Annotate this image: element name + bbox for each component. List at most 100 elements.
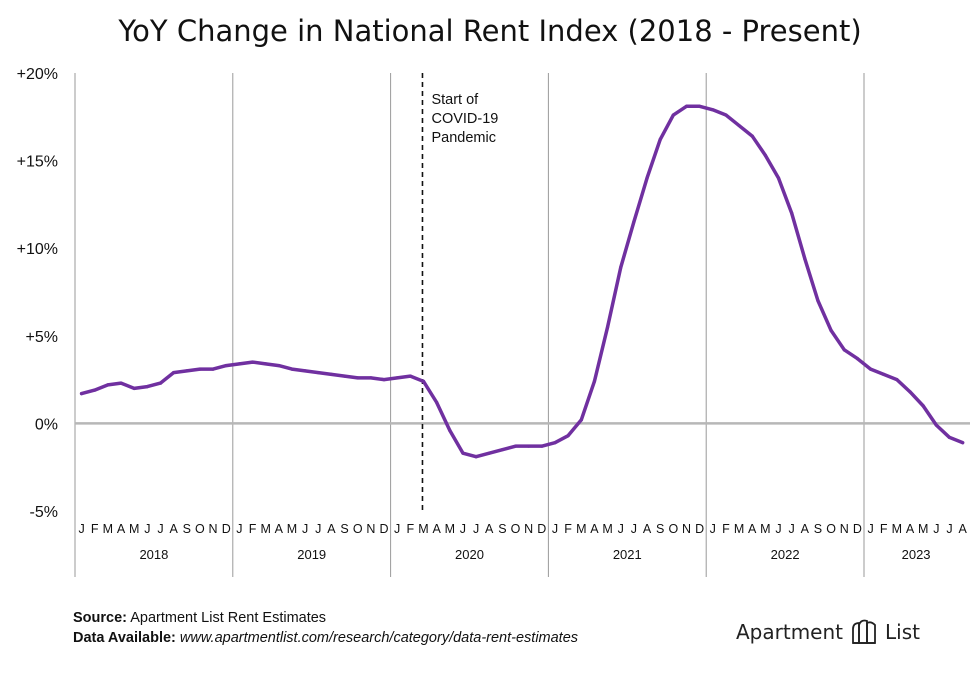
month-tick-label: M	[418, 522, 428, 536]
data-point	[658, 137, 662, 142]
month-tick-label: A	[485, 522, 494, 536]
data-point	[947, 435, 952, 440]
data-point	[250, 360, 255, 364]
year-label: 2023	[902, 547, 931, 562]
data-point	[908, 390, 912, 394]
month-tick-label: N	[209, 522, 218, 536]
annotation-text: Pandemic	[431, 130, 495, 146]
data-point	[540, 444, 544, 448]
month-tick-label: O	[668, 522, 678, 536]
month-tick-label: A	[801, 522, 810, 536]
data-point	[303, 369, 307, 373]
month-tick-label: N	[524, 522, 533, 536]
data-point	[408, 374, 412, 378]
data-point	[342, 374, 347, 378]
month-tick-label: S	[340, 522, 348, 536]
data-point	[816, 299, 820, 303]
month-tick-label: J	[236, 522, 242, 536]
month-tick-label: J	[552, 522, 558, 536]
y-tick-label: 0%	[35, 416, 58, 433]
month-tick-label: A	[327, 522, 336, 536]
y-tick-label: +10%	[17, 241, 58, 258]
data-point	[737, 123, 741, 128]
month-tick-label: J	[789, 522, 795, 536]
data-point	[106, 383, 110, 387]
annotation-text: COVID-19	[431, 111, 498, 127]
month-tick-label: N	[682, 522, 691, 536]
month-tick-label: J	[460, 522, 466, 536]
month-tick-label: A	[590, 522, 599, 536]
month-tick-label: M	[760, 522, 770, 536]
month-tick-label: J	[867, 522, 873, 536]
data-point	[895, 378, 899, 382]
month-tick-label: S	[656, 522, 664, 536]
month-tick-label: J	[946, 522, 952, 536]
data-available-line: Data Available: www.apartmentlist.com/re…	[73, 630, 578, 646]
apartment-list-logo: Apartment List	[736, 617, 920, 647]
month-tick-label: M	[734, 522, 744, 536]
source-text: Apartment List Rent Estimates	[130, 610, 327, 626]
data-point	[264, 362, 268, 366]
data-point	[172, 370, 176, 375]
month-tick-label: D	[537, 522, 546, 536]
data-point	[395, 376, 399, 380]
month-tick-label: F	[564, 522, 572, 536]
data-point	[684, 104, 689, 108]
month-tick-label: J	[315, 522, 321, 536]
month-tick-label: A	[958, 522, 967, 536]
data-point	[145, 385, 149, 389]
data-available-label: Data Available:	[73, 630, 176, 646]
data-point	[329, 372, 334, 376]
data-point	[356, 376, 360, 380]
month-tick-label: M	[260, 522, 270, 536]
y-tick-label: +15%	[17, 154, 58, 171]
source-line: Source: Apartment List Rent Estimates	[73, 610, 326, 626]
month-tick-label: J	[302, 522, 308, 536]
y-tick-label: +5%	[26, 329, 58, 346]
month-tick-label: A	[748, 522, 757, 536]
data-point	[435, 400, 439, 404]
data-point	[119, 381, 123, 385]
month-tick-label: N	[366, 522, 375, 536]
data-point	[421, 379, 426, 383]
apartment-list-logo-icon	[852, 619, 876, 644]
logo-text-left: Apartment	[736, 620, 844, 644]
month-tick-label: J	[631, 522, 637, 536]
logo-text-right: List	[885, 620, 920, 644]
month-tick-label: D	[695, 522, 704, 536]
data-point	[553, 441, 557, 445]
data-point	[513, 444, 518, 448]
month-tick-label: J	[473, 522, 479, 536]
data-point	[527, 444, 531, 448]
year-label: 2020	[455, 547, 484, 562]
data-point	[803, 257, 807, 261]
data-point	[474, 455, 478, 459]
month-tick-label: A	[169, 522, 178, 536]
month-tick-label: O	[353, 522, 363, 536]
data-point	[79, 392, 84, 396]
data-available-url: www.apartmentlist.com/research/category/…	[179, 630, 579, 646]
data-point	[855, 356, 860, 361]
data-point	[921, 404, 925, 408]
data-point	[619, 265, 623, 270]
month-tick-label: M	[602, 522, 612, 536]
data-point	[724, 113, 728, 117]
data-point	[868, 367, 873, 371]
data-point	[93, 388, 97, 392]
data-point	[842, 348, 846, 352]
data-point	[829, 328, 833, 333]
chart-title: YoY Change in National Rent Index (2018 …	[118, 14, 862, 48]
month-tick-label: J	[78, 522, 84, 536]
month-tick-label: J	[618, 522, 624, 536]
data-point	[882, 372, 886, 376]
data-point	[224, 363, 228, 368]
month-tick-label: M	[892, 522, 902, 536]
month-tick-label: D	[853, 522, 862, 536]
month-tick-label: F	[91, 522, 99, 536]
data-point	[277, 363, 281, 368]
month-tick-label: M	[129, 522, 139, 536]
month-tick-label: M	[287, 522, 297, 536]
month-tick-label: A	[906, 522, 915, 536]
year-label: 2022	[771, 547, 800, 562]
